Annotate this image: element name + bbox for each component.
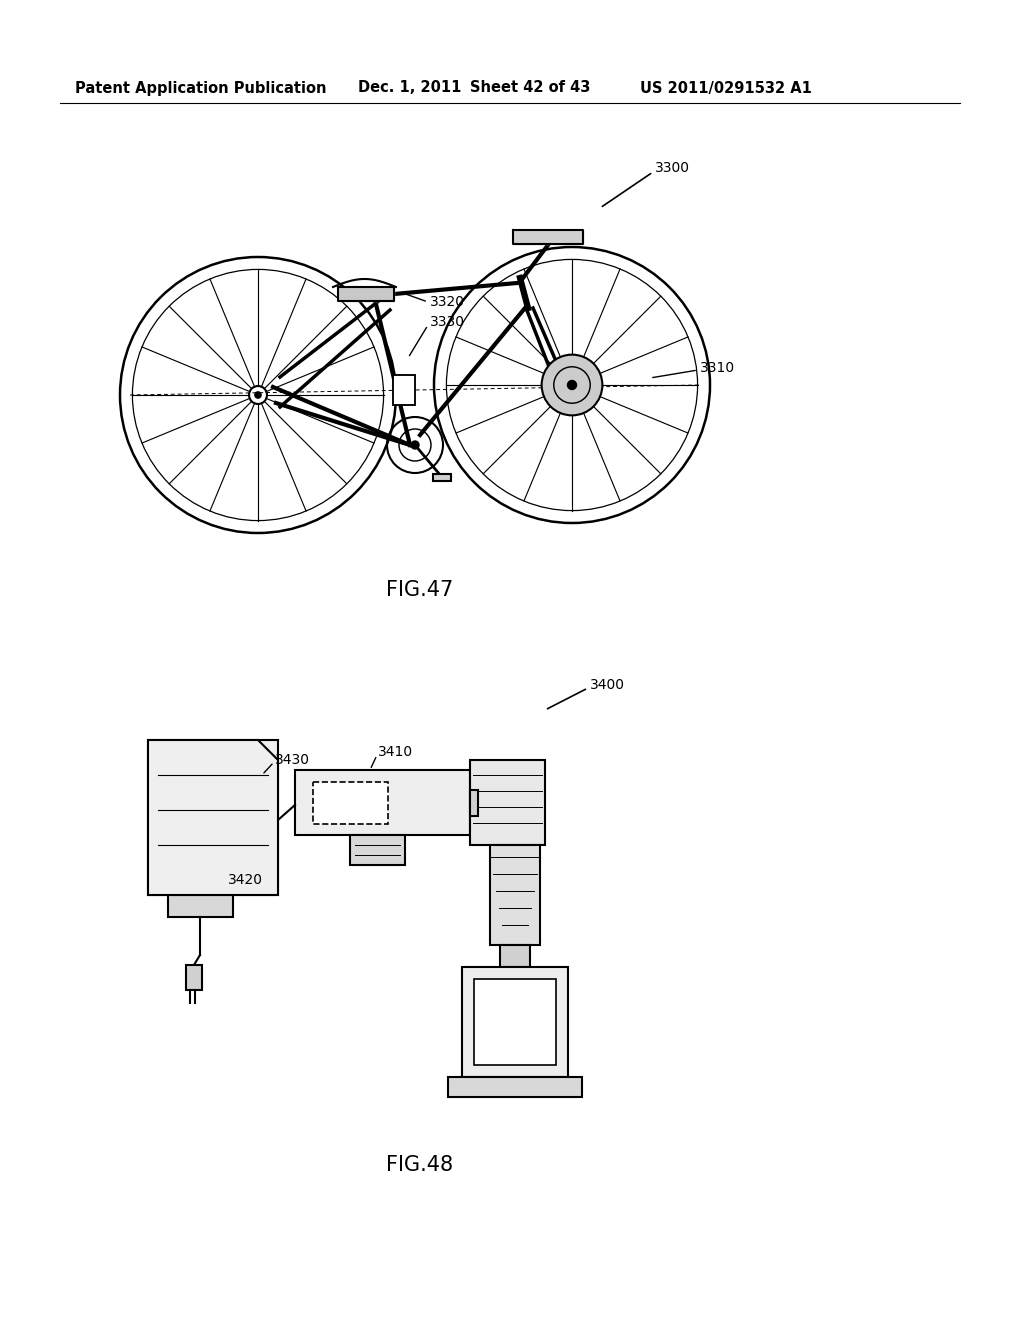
Text: 3300: 3300 [655, 161, 690, 176]
Bar [470, 760, 545, 845]
Text: 3310: 3310 [700, 360, 735, 375]
Bar [449, 1077, 582, 1097]
Bar [148, 741, 278, 895]
Text: Patent Application Publication: Patent Application Publication [75, 81, 327, 95]
Bar [474, 979, 556, 1065]
Bar [433, 474, 451, 480]
Circle shape [567, 380, 577, 389]
Bar [295, 770, 470, 836]
Polygon shape [513, 230, 583, 244]
Circle shape [255, 392, 261, 399]
Text: US 2011/0291532 A1: US 2011/0291532 A1 [640, 81, 812, 95]
Text: 3400: 3400 [590, 678, 625, 692]
Text: 3330: 3330 [430, 315, 465, 329]
Bar [313, 781, 388, 824]
Bar [490, 845, 540, 945]
Polygon shape [338, 286, 394, 301]
Circle shape [542, 355, 602, 416]
Text: 3320: 3320 [430, 294, 465, 309]
Text: 3410: 3410 [378, 744, 413, 759]
Bar [393, 375, 415, 405]
Bar [500, 945, 530, 968]
Text: FIG.47: FIG.47 [386, 579, 454, 601]
Bar [462, 968, 568, 1077]
Text: Dec. 1, 2011: Dec. 1, 2011 [358, 81, 462, 95]
Text: 3420: 3420 [228, 873, 263, 887]
Text: FIG.48: FIG.48 [386, 1155, 454, 1175]
Bar [186, 965, 202, 990]
Bar [350, 836, 406, 865]
Polygon shape [148, 741, 278, 895]
Text: 3430: 3430 [275, 752, 310, 767]
Circle shape [411, 441, 419, 449]
Text: Sheet 42 of 43: Sheet 42 of 43 [470, 81, 591, 95]
Bar [168, 895, 233, 917]
Bar [470, 789, 478, 816]
